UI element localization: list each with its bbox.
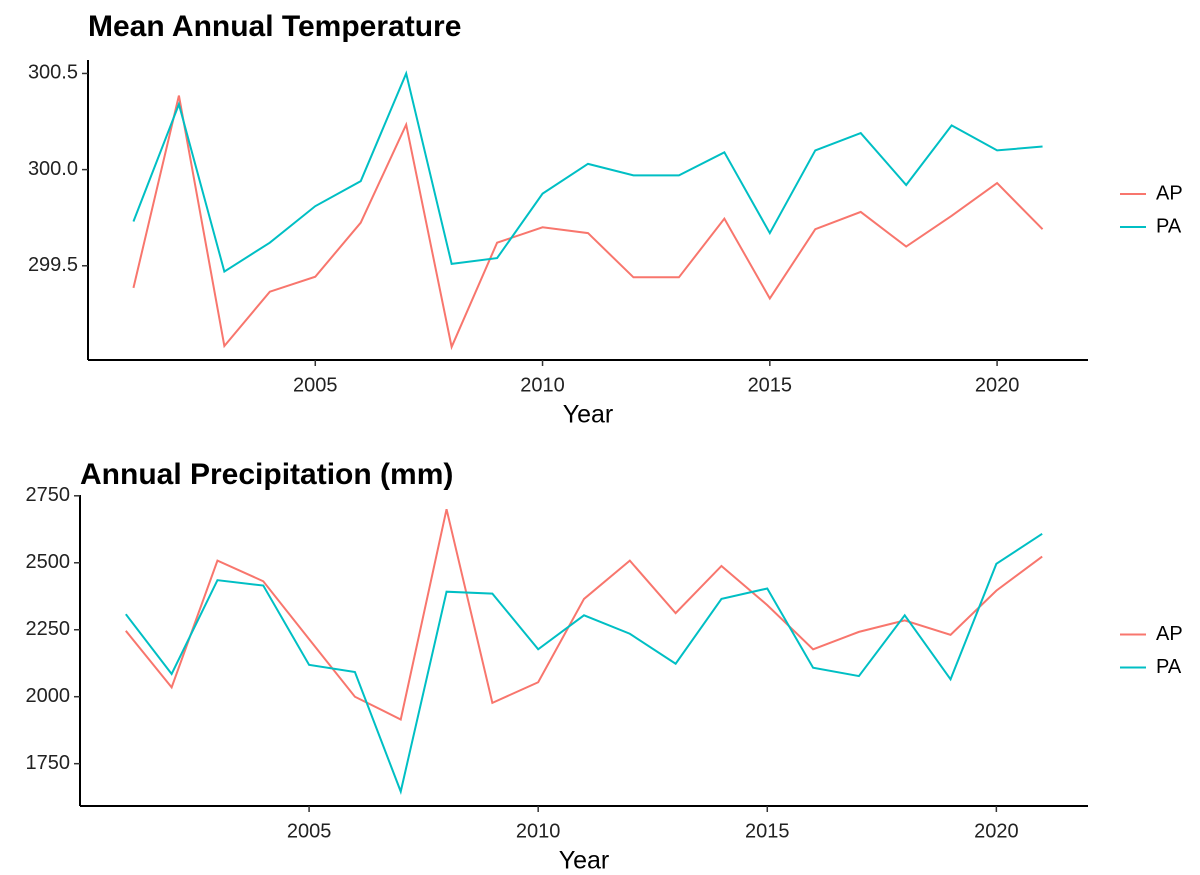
y-tick-label: 2750 (26, 484, 71, 506)
line (125, 533, 1043, 795)
x-tick-label: 2010 (520, 374, 565, 396)
y-tick-label: 300.0 (28, 158, 78, 180)
legend-label: AP (1156, 182, 1183, 204)
y-tick-label: 300.5 (28, 62, 78, 84)
chart-title: Annual Precipitation (mm) (80, 458, 453, 491)
x-tick-label: 2005 (287, 820, 332, 842)
line (132, 70, 1043, 274)
x-tick-label: 2010 (516, 820, 561, 842)
y-tick-label: 2250 (26, 618, 71, 640)
y-tick-label: 2000 (26, 685, 71, 707)
x-tick-label: 2015 (748, 374, 793, 396)
y-tick-label: 2500 (26, 551, 71, 573)
legend-label: PA (1156, 656, 1182, 678)
x-tick-label: 2015 (745, 820, 790, 842)
x-tick-label: 2020 (974, 820, 1019, 842)
y-tick-label: 1750 (26, 752, 71, 774)
line (132, 95, 1044, 351)
chart-title: Mean Annual Temperature (88, 10, 461, 43)
legend-label: PA (1156, 215, 1182, 237)
x-axis-label: Year (559, 847, 610, 875)
x-axis-label: Year (563, 401, 614, 429)
line (125, 508, 1043, 721)
x-tick-label: 2005 (293, 374, 338, 396)
x-tick-label: 2020 (975, 374, 1020, 396)
y-tick-label: 299.5 (28, 254, 78, 276)
legend-label: AP (1156, 623, 1183, 645)
